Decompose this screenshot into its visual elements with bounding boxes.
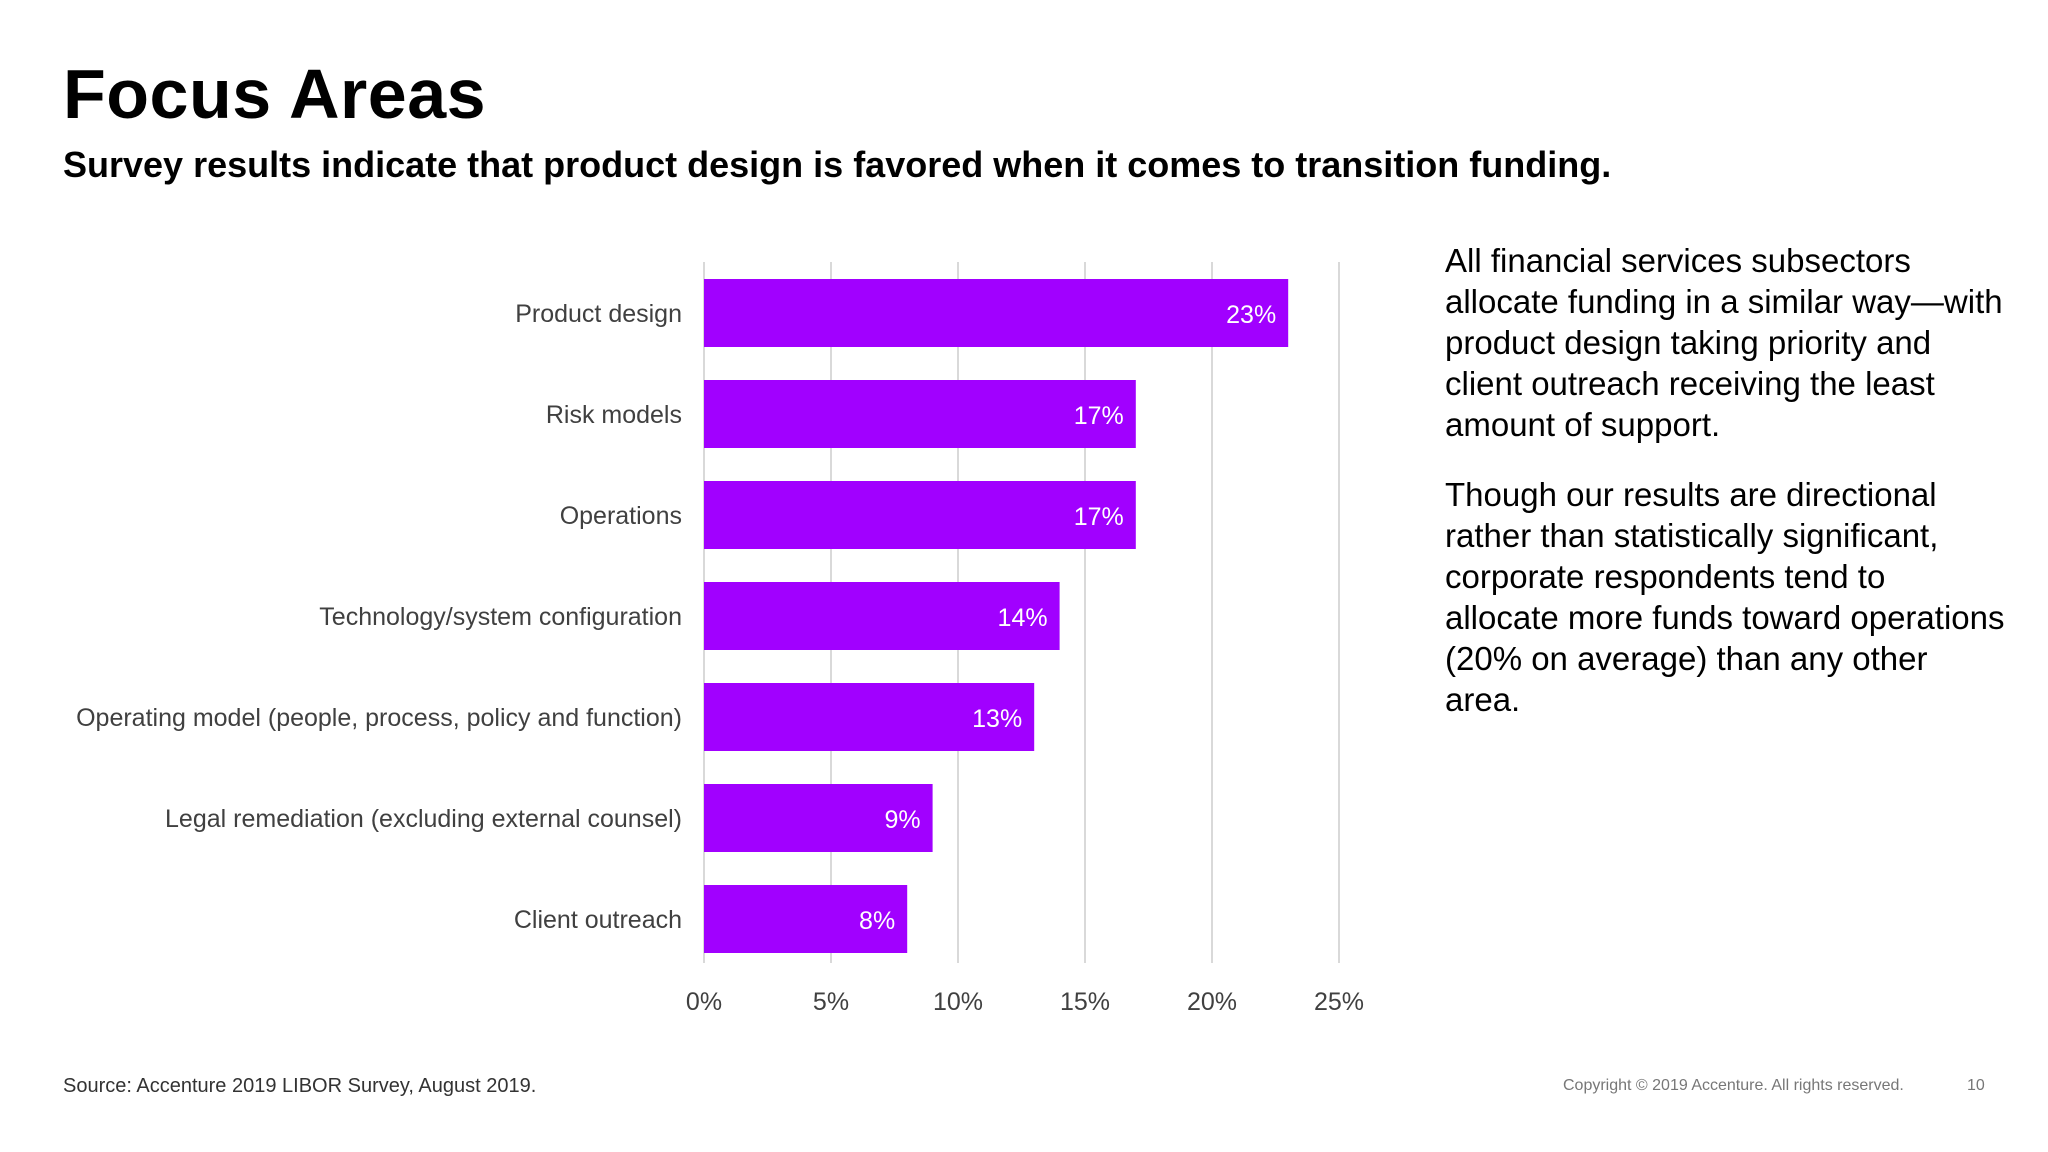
bar-value-label: 17% [1074, 402, 1124, 430]
x-tick-label: 25% [1314, 988, 1364, 1016]
bar-value-label: 23% [1226, 301, 1276, 329]
side-paragraph-2: Though our results are directional rathe… [1445, 476, 2005, 718]
bar [704, 481, 1136, 549]
bar [704, 784, 933, 852]
category-label: Legal remediation (excluding external co… [165, 805, 682, 833]
bar [704, 885, 908, 953]
side-commentary: All financial services subsectors alloca… [1445, 240, 2005, 749]
bar-value-label: 9% [884, 806, 920, 834]
bar [704, 582, 1060, 650]
category-label: Operations [560, 502, 682, 530]
bar [704, 380, 1136, 448]
bar-chart: 0% 5% 10% 15% 20% 25% Product design 23% Risk mo… [76, 262, 1364, 1016]
category-label: Product design [515, 300, 682, 328]
bar-value-label: 8% [859, 907, 895, 935]
page-number: 10 [1967, 1077, 1985, 1094]
category-label: Technology/system configuration [319, 603, 682, 631]
category-label: Operating model (people, process, policy… [76, 704, 682, 732]
slide-title: Focus Areas [63, 55, 487, 133]
category-label: Risk models [546, 401, 682, 429]
side-paragraph-1: All financial services subsectors alloca… [1445, 242, 2003, 443]
x-tick-label: 10% [933, 988, 983, 1016]
bar [704, 279, 1289, 347]
bar-value-label: 14% [998, 604, 1048, 632]
x-tick-label: 5% [813, 988, 849, 1016]
category-label: Client outreach [514, 906, 682, 934]
bar-value-label: 17% [1074, 503, 1124, 531]
x-tick-label: 15% [1060, 988, 1110, 1016]
slide-subtitle: Survey results indicate that product des… [63, 144, 1612, 185]
bar [704, 683, 1035, 751]
bar-value-label: 13% [972, 705, 1022, 733]
source-note: Source: Accenture 2019 LIBOR Survey, Aug… [63, 1075, 537, 1097]
x-tick-label: 0% [686, 988, 722, 1016]
x-tick-label: 20% [1187, 988, 1237, 1016]
copyright-note: Copyright © 2019 Accenture. All rights r… [1563, 1077, 1904, 1094]
